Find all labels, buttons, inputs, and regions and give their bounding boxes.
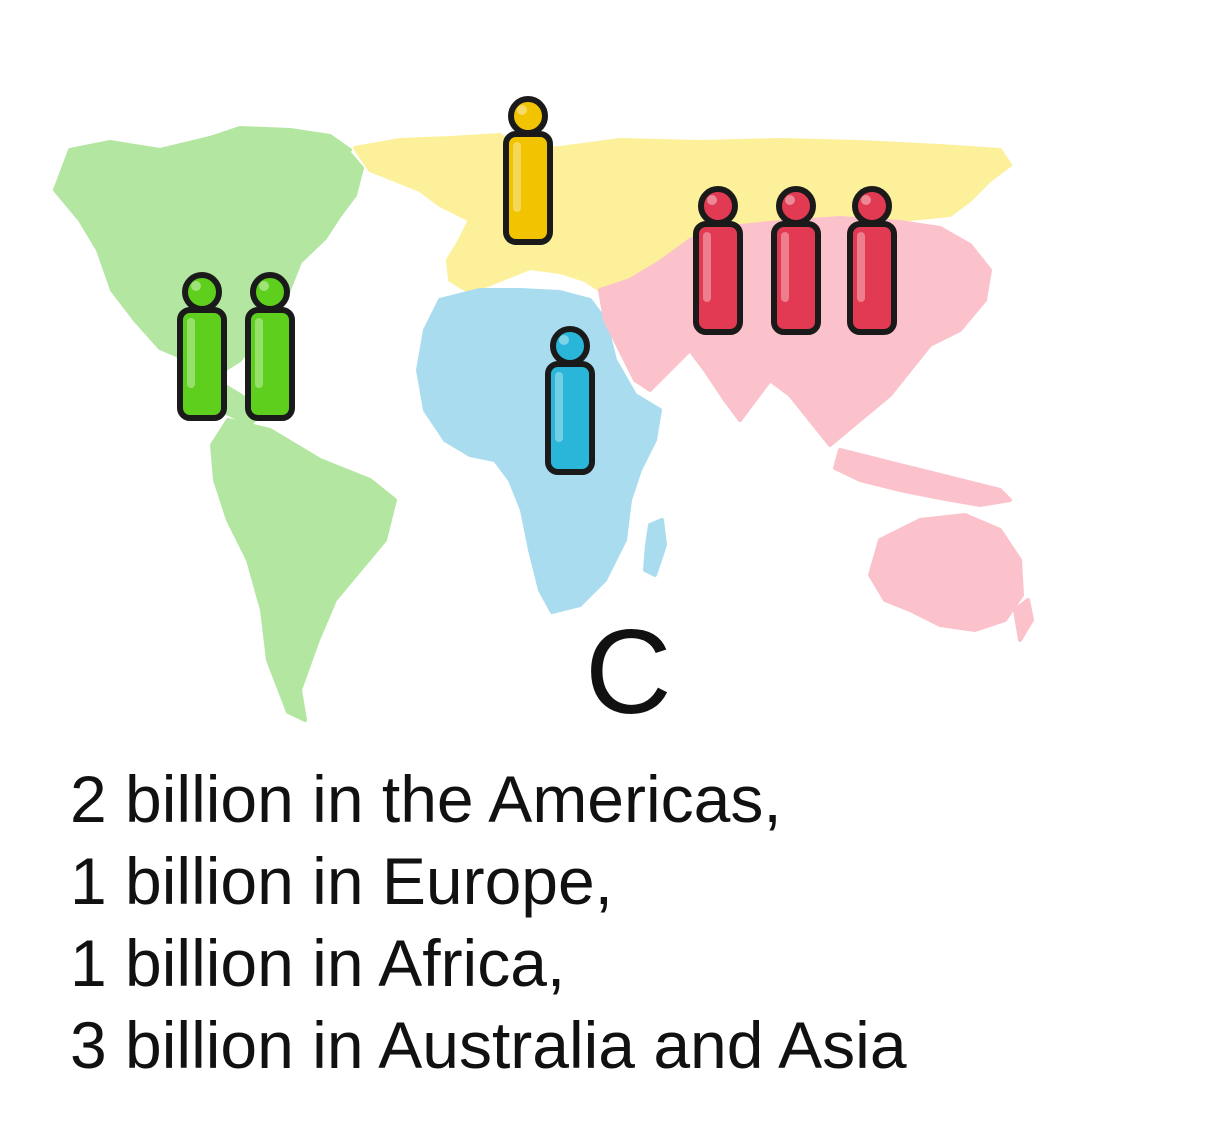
region-americas-north [53,136,364,384]
region-africa-island [643,518,667,577]
caption: 2 billion in the Americas, 1 billion in … [70,758,907,1086]
caption-line-europe: 1 billion in Europe, [70,844,614,918]
people-africa [548,329,592,472]
person-icon [248,275,292,418]
person-icon [774,189,818,332]
caption-line-africa: 1 billion in Africa, [70,926,566,1000]
caption-line-americas: 2 billion in the Americas, [70,762,782,836]
person-icon [548,329,592,472]
world-map [53,0,1034,722]
person-icon [696,189,740,332]
region-americas-arctic [208,126,352,160]
panel-label: C [585,605,672,739]
person-icon [506,99,550,242]
people-europe [506,99,550,242]
person-icon [850,189,894,332]
region-australia [868,513,1024,632]
region-americas-south [210,418,397,722]
people-asia-australia [696,189,894,332]
region-africa [416,288,662,614]
region-australia-island [1013,598,1034,642]
caption-line-asia-australia: 3 billion in Australia and Asia [70,1008,907,1082]
person-icon [180,275,224,418]
region-asia-islands [833,448,1012,507]
